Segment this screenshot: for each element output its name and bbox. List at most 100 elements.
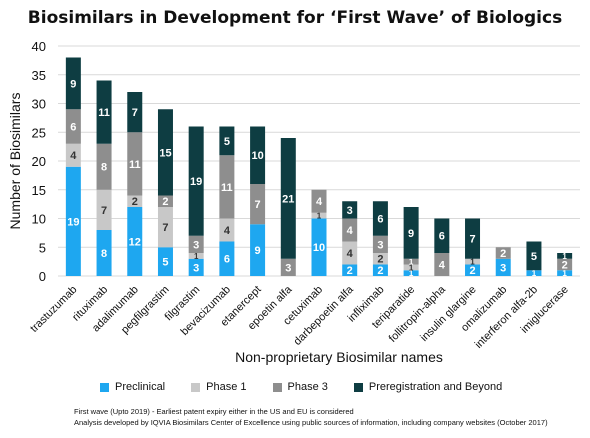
y-tick-label: 10 (32, 212, 46, 227)
legend-swatch (100, 382, 109, 392)
y-tick-label: 25 (32, 125, 46, 140)
data-label: 3 (193, 239, 199, 251)
data-label: 6 (377, 213, 383, 225)
legend-item-preregistration: Preregistration and Beyond (353, 381, 503, 393)
data-label: 2 (377, 254, 383, 266)
data-label: 7 (255, 199, 261, 211)
data-label: 5 (224, 136, 230, 148)
data-label: 1 (470, 258, 475, 267)
data-label: 12 (129, 236, 141, 248)
bar-segment (157, 247, 173, 276)
bar-segment (495, 258, 511, 276)
data-label: 7 (101, 205, 107, 217)
bar-segment (157, 195, 173, 207)
data-label: 19 (190, 176, 202, 188)
data-label: 11 (98, 107, 110, 119)
bar-segment (311, 212, 327, 219)
bar-segment (403, 264, 419, 271)
data-label: 4 (439, 259, 446, 271)
chart-legend: Preclinical Phase 1 Phase 3 Preregistrat… (100, 381, 502, 393)
bar-segment (188, 253, 204, 259)
bar-segment (127, 132, 143, 196)
bar-segment (127, 195, 143, 207)
bar-segment (311, 189, 327, 213)
bar-segment (557, 253, 573, 259)
data-label: 21 (282, 193, 294, 205)
bar-segment (311, 218, 327, 276)
bar-segment (219, 218, 235, 242)
y-tick-label: 30 (32, 97, 46, 112)
legend-label: Preclinical (115, 381, 166, 393)
y-tick-label: 40 (32, 39, 46, 54)
data-label: 6 (70, 121, 76, 133)
bar-segment (465, 264, 481, 276)
bar-segment (250, 184, 266, 225)
data-label: 6 (224, 254, 230, 266)
data-label: 4 (224, 225, 231, 237)
bar-segment (465, 218, 481, 259)
bar-segment (342, 241, 358, 265)
bar-segment (280, 138, 296, 259)
data-label: 2 (347, 265, 353, 277)
data-label: 8 (101, 248, 107, 260)
data-label: 19 (67, 216, 79, 228)
data-label: 5 (531, 251, 537, 263)
data-label: 15 (159, 147, 171, 159)
data-label: 3 (377, 239, 383, 251)
bar-segment (465, 258, 481, 265)
data-label: 1 (562, 252, 567, 261)
chart-title: Biosimilars in Development for ‘First Wa… (27, 8, 563, 28)
bar-segment (157, 207, 173, 248)
bar-segment (495, 247, 511, 259)
legend-label: Preregistration and Beyond (368, 381, 503, 393)
data-label: 2 (469, 265, 475, 277)
legend-item-phase-1: Phase 1 (191, 381, 247, 393)
bar-segment (219, 241, 235, 276)
data-label: 11 (129, 159, 141, 171)
data-label: 7 (132, 107, 138, 119)
data-label: 10 (313, 242, 325, 254)
data-label: 1 (562, 269, 567, 278)
footnote-source: Analysis developed by IQVIA Biosimilars … (74, 418, 548, 427)
legend-label: Phase 3 (287, 381, 328, 393)
bar-segment (127, 207, 143, 276)
bar-segment (250, 126, 266, 184)
bar-segment (403, 270, 419, 276)
y-tick-label: 0 (39, 269, 46, 284)
data-label: 1 (194, 252, 199, 261)
data-label: 7 (469, 234, 475, 246)
bar-segment (342, 264, 358, 276)
data-label: 2 (162, 196, 168, 208)
data-label: 3 (285, 262, 291, 274)
y-tick-label: 15 (32, 183, 46, 198)
x-tick-label: trastuzumab (28, 284, 79, 335)
bar-segment (96, 143, 112, 190)
bar-segment (342, 201, 358, 219)
bar-segment (219, 155, 235, 219)
data-label: 10 (251, 150, 263, 162)
data-label: 1 (409, 258, 414, 267)
bar-segment (65, 143, 81, 167)
bar-segment (219, 126, 235, 156)
data-label: 1 (532, 269, 537, 278)
bar-segment (250, 224, 266, 276)
bar-segment (372, 235, 388, 253)
bar-segment (188, 235, 204, 253)
legend-swatch (272, 382, 282, 392)
bar-segment (372, 253, 388, 265)
bar-segment (188, 258, 204, 276)
footnote-first-wave: First wave (Upto 2019) - Earliest patent… (74, 407, 354, 416)
bar-segment (434, 253, 450, 276)
data-label: 6 (439, 231, 445, 243)
bar-segment (65, 57, 81, 110)
bar-segment (403, 207, 419, 259)
data-label: 2 (562, 259, 568, 271)
data-label: 4 (347, 225, 354, 237)
data-label: 4 (316, 196, 323, 208)
y-axis-label: Number of Biosimilars (7, 93, 23, 230)
bar-segment (127, 92, 143, 133)
data-label: 9 (255, 245, 261, 257)
bar-segment (557, 258, 573, 271)
bar-segment (372, 264, 388, 276)
